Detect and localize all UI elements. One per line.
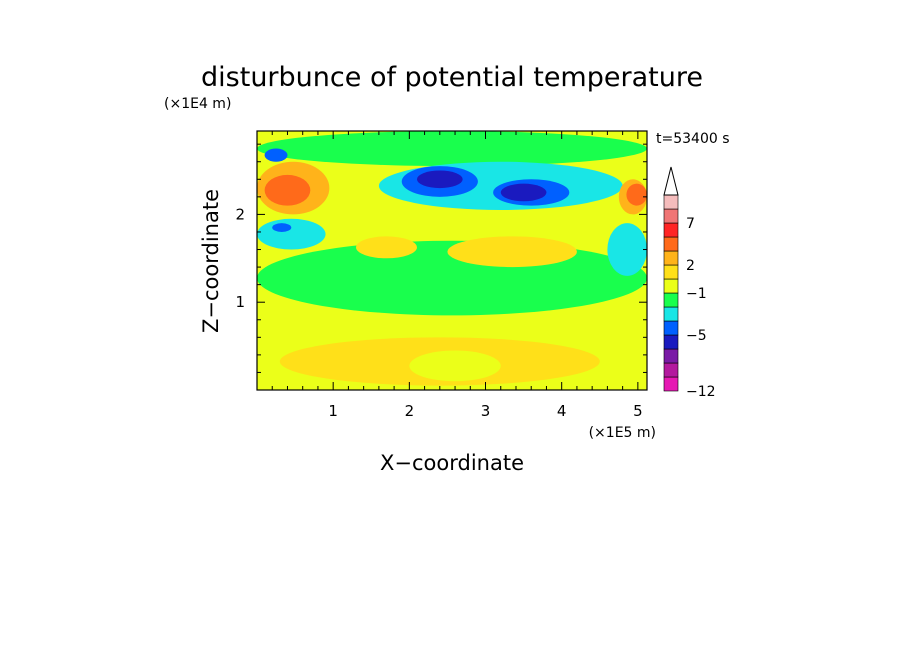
colorbar-swatch <box>663 222 679 238</box>
contour-region <box>264 174 311 206</box>
y-axis-label: Z−coordinate <box>199 189 223 333</box>
contour-region <box>416 170 463 189</box>
colorbar-swatch <box>663 306 679 322</box>
colorbar-swatch <box>663 194 679 210</box>
colorbar-swatch <box>663 320 679 336</box>
contour-field <box>257 131 647 390</box>
colorbar-swatch <box>663 264 679 280</box>
colorbar-label: 7 <box>686 216 695 232</box>
colorbar-swatch <box>663 362 679 378</box>
chart-title: disturbunce of potential temperature <box>201 62 703 93</box>
x-tick-label: 4 <box>557 402 567 420</box>
colorbar-extend-arrow <box>663 166 679 196</box>
x-axis-label: X−coordinate <box>380 451 524 475</box>
plot-frame <box>256 130 648 391</box>
y-tick-label: 1 <box>235 293 245 311</box>
contour-region <box>264 148 288 162</box>
colorbar-swatch <box>663 236 679 252</box>
contour-region <box>356 236 417 259</box>
colorbar-label: −1 <box>686 286 707 302</box>
colorbar-label: −12 <box>686 384 716 400</box>
contour-region <box>409 350 501 382</box>
x-tick-label: 2 <box>405 402 415 420</box>
contour-region <box>272 223 292 232</box>
time-label: t=53400 s <box>656 131 730 147</box>
contour-region <box>257 218 326 250</box>
x-tick-label: 1 <box>328 402 338 420</box>
contour-region <box>626 183 647 206</box>
colorbar-swatch <box>663 376 679 392</box>
contour-region <box>607 223 647 276</box>
colorbar-label: −5 <box>686 328 707 344</box>
y-tick-label: 2 <box>235 205 245 223</box>
contour-region <box>500 183 547 202</box>
colorbar-label: 2 <box>686 258 695 274</box>
y-scale-label: (×1E4 m) <box>164 96 231 112</box>
colorbar-swatch <box>663 292 679 308</box>
contour-region <box>257 131 647 167</box>
x-scale-label: (×1E5 m) <box>589 425 656 441</box>
colorbar-swatch <box>663 348 679 364</box>
colorbar-swatch <box>663 250 679 266</box>
x-tick-label: 5 <box>633 402 643 420</box>
colorbar-swatch <box>663 278 679 294</box>
colorbar-swatch <box>663 334 679 350</box>
colorbar: −12−5−127 <box>663 166 716 400</box>
x-tick-label: 3 <box>481 402 491 420</box>
contour-region <box>447 236 577 268</box>
colorbar-swatch <box>663 208 679 224</box>
y-axis: 12 <box>235 143 647 373</box>
x-axis: 1 2 3 4 5 <box>271 131 643 420</box>
